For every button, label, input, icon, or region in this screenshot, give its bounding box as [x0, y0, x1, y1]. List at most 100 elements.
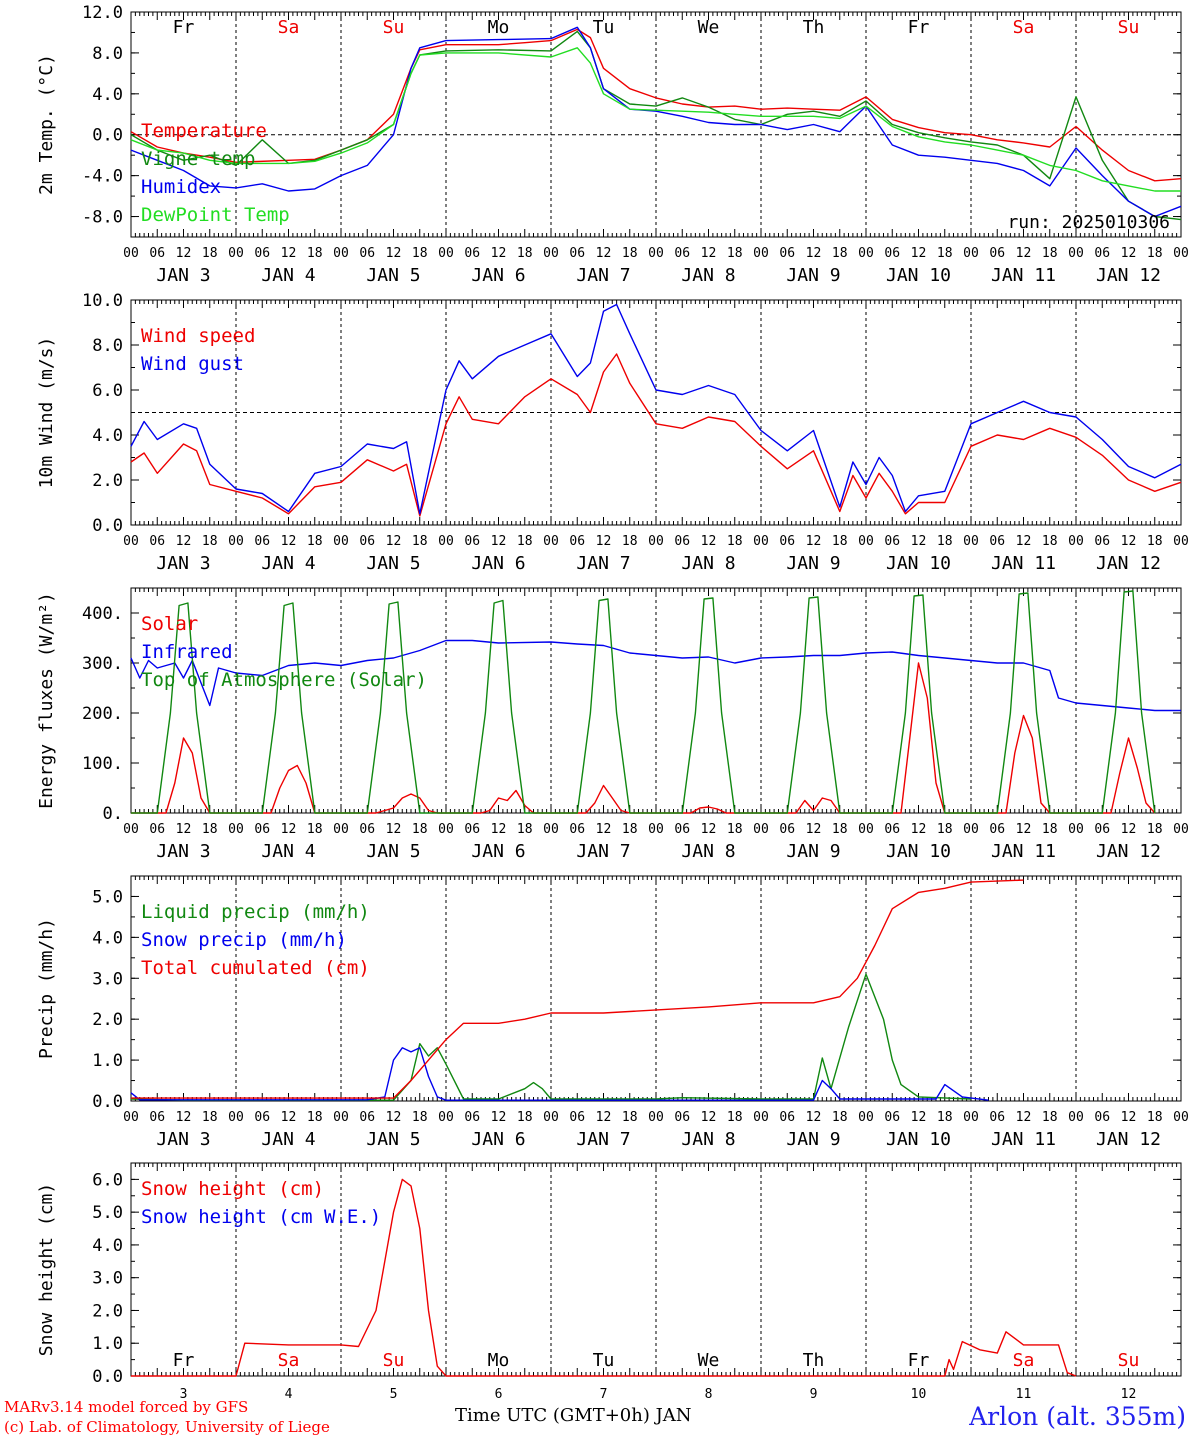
y-tick-label: 0.0	[92, 1092, 123, 1112]
series-line-solar	[131, 662, 1156, 814]
y-tick-label: 8.0	[92, 44, 123, 64]
hour-tick-label: 12	[806, 1110, 822, 1125]
day-number-label: 6	[495, 1387, 503, 1402]
day-number-label: 12	[1121, 1387, 1137, 1402]
hour-tick-label: 00	[543, 534, 559, 549]
hour-tick-label: 00	[858, 246, 874, 261]
date-label: JAN 3	[156, 553, 210, 574]
date-label: JAN 7	[576, 1129, 630, 1150]
day-number-label: 11	[1016, 1387, 1032, 1402]
legend-entry: Snow precip (mm/h)	[141, 929, 347, 951]
hour-tick-label: 00	[333, 246, 349, 261]
hour-tick-label: 00	[1068, 822, 1084, 837]
hour-tick-label: 12	[701, 1110, 717, 1125]
date-label: JAN 12	[1096, 1129, 1161, 1150]
date-label: JAN 8	[681, 553, 735, 574]
series-line-top-of-atmosphere-solar-	[131, 590, 1156, 814]
date-label: JAN 9	[786, 265, 840, 286]
hour-tick-label: 18	[622, 822, 638, 837]
y-tick-label: 4.0	[92, 928, 123, 948]
hour-tick-label: 00	[753, 822, 769, 837]
hour-tick-label: 12	[596, 246, 612, 261]
hour-tick-label: 00	[543, 246, 559, 261]
date-label: JAN 8	[681, 841, 735, 862]
hour-tick-label: 12	[911, 822, 927, 837]
y-tick-label: 1.0	[92, 1051, 123, 1071]
hour-tick-label: 00	[228, 534, 244, 549]
hour-tick-label: 18	[202, 246, 218, 261]
hour-tick-label: 06	[989, 534, 1005, 549]
series-line-humidex	[130, 26, 1182, 218]
y-tick-label: 3.0	[92, 1269, 123, 1289]
series-line-wind-speed	[130, 353, 1182, 517]
date-label: JAN 11	[991, 265, 1056, 286]
hour-tick-label: 00	[648, 1110, 664, 1125]
y-tick-label: 0.0	[92, 126, 123, 146]
hour-tick-label: 18	[412, 1110, 428, 1125]
hour-tick-label: 00	[963, 1110, 979, 1125]
hour-tick-label: 00	[1173, 822, 1189, 837]
hour-tick-label: 06	[779, 534, 795, 549]
hour-tick-label: 00	[963, 246, 979, 261]
series-line-snow-precip-mm-h-	[130, 1047, 989, 1101]
hour-tick-label: 18	[202, 822, 218, 837]
hour-tick-label: 18	[1147, 822, 1163, 837]
date-label: JAN 12	[1096, 265, 1161, 286]
hour-tick-label: 06	[254, 1110, 270, 1125]
weekday-label: Sa	[278, 1350, 300, 1371]
y-tick-label: 200.	[82, 704, 123, 724]
hour-tick-label: 06	[884, 534, 900, 549]
day-number-label: 10	[911, 1387, 927, 1402]
hour-tick-label: 12	[806, 822, 822, 837]
hour-tick-label: 06	[1094, 246, 1110, 261]
hour-tick-label: 18	[937, 534, 953, 549]
hour-tick-label: 06	[779, 246, 795, 261]
hour-tick-label: 06	[1094, 822, 1110, 837]
hour-tick-label: 12	[281, 534, 297, 549]
hour-tick-label: 06	[989, 1110, 1005, 1125]
hour-tick-label: 12	[806, 534, 822, 549]
hour-tick-label: 12	[1016, 534, 1032, 549]
hour-tick-label: 18	[307, 534, 323, 549]
date-label: JAN 5	[366, 553, 420, 574]
weekday-label: Su	[1118, 1350, 1140, 1371]
hour-tick-label: 12	[386, 822, 402, 837]
day-number-label: 4	[285, 1387, 293, 1402]
date-label: JAN 6	[471, 841, 525, 862]
date-label: JAN 6	[471, 553, 525, 574]
legend-entry: Top of Atmosphere (Solar)	[141, 669, 427, 691]
y-tick-label: 300.	[82, 654, 123, 674]
hour-tick-label: 06	[464, 246, 480, 261]
hour-tick-label: 12	[1016, 822, 1032, 837]
hour-tick-label: 06	[254, 246, 270, 261]
hour-tick-label: 18	[517, 246, 533, 261]
date-label: JAN 3	[156, 265, 210, 286]
y-tick-label: 400.	[82, 604, 123, 624]
hour-tick-label: 12	[491, 822, 507, 837]
hour-tick-label: 00	[438, 246, 454, 261]
hour-tick-label: 00	[753, 246, 769, 261]
plot-frame	[130, 587, 1182, 814]
legend-entry: Wind gust	[141, 353, 244, 375]
weekday-label: Sa	[278, 17, 300, 38]
weekday-label: Th	[803, 1350, 825, 1371]
y-tick-label: -8.0	[82, 208, 123, 228]
hour-tick-label: 12	[386, 246, 402, 261]
y-tick-label: 5.0	[92, 1203, 123, 1223]
hour-tick-label: 06	[149, 822, 165, 837]
weekday-label: Mo	[488, 17, 510, 38]
time-axis-label: Time UTC (GMT+0h) JAN	[455, 1405, 692, 1426]
hour-tick-label: 06	[359, 822, 375, 837]
hour-tick-label: 06	[674, 822, 690, 837]
hour-tick-label: 18	[832, 1110, 848, 1125]
hour-tick-label: 00	[438, 822, 454, 837]
hour-tick-label: 06	[464, 534, 480, 549]
date-label: JAN 10	[886, 553, 951, 574]
hour-tick-label: 06	[884, 1110, 900, 1125]
hour-tick-label: 18	[622, 534, 638, 549]
y-tick-label: 12.0	[82, 3, 123, 23]
hour-tick-label: 18	[622, 1110, 638, 1125]
legend-entry: Temperature	[141, 120, 267, 142]
y-axis-label: Precip (mm/h)	[36, 918, 57, 1059]
